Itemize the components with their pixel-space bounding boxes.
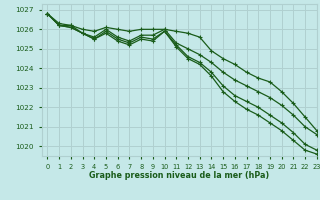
X-axis label: Graphe pression niveau de la mer (hPa): Graphe pression niveau de la mer (hPa) (89, 171, 269, 180)
